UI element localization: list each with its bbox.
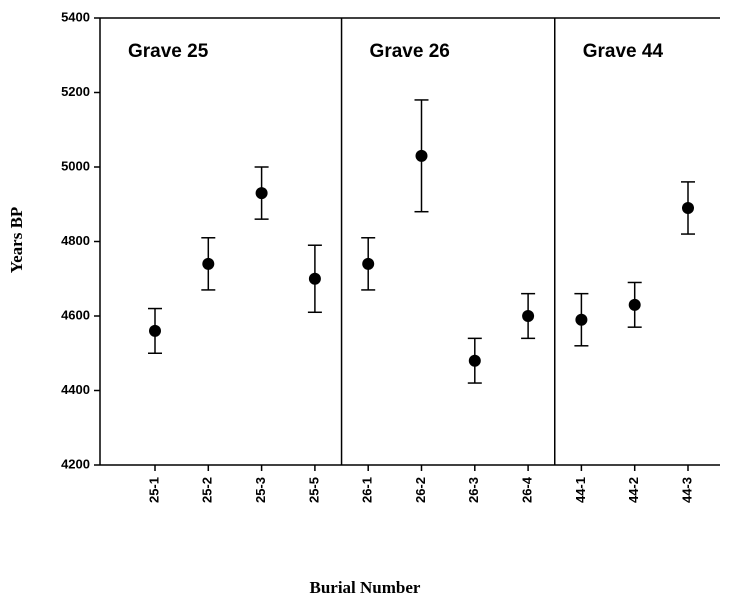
x-tick-label: 26-1 [360,477,375,503]
y-tick-label: 4400 [61,382,90,397]
x-tick-label: 25-3 [253,477,268,503]
point [682,201,694,214]
y-tick-label: 5200 [61,84,90,99]
y-axis-title: Years BP [7,207,26,274]
point [522,310,535,322]
point [415,149,428,162]
group-label: Grave 26 [370,41,450,62]
x-tick-label: 26-2 [413,477,428,503]
y-tick-label: 4600 [61,307,90,322]
point [628,298,641,311]
x-tick-label: 26-3 [466,477,481,503]
y-tick-label: 4200 [61,456,90,471]
point [149,324,161,337]
x-axis-title: Burial Number [310,578,421,597]
group-label: Grave 44 [583,41,664,62]
x-tick-label: 25-1 [146,477,161,503]
x-tick-label: 44-2 [626,477,641,503]
point [468,354,481,367]
point [255,187,268,200]
point [308,272,321,285]
y-tick-label: 4800 [61,233,90,248]
x-tick-label: 26-4 [520,476,535,503]
x-tick-label: 25-5 [306,477,321,503]
group-label: Grave 25 [128,41,209,62]
point [202,257,215,270]
x-tick-label: 25-2 [200,477,215,503]
y-tick-label: 5400 [61,9,90,24]
x-tick-label: 44-1 [573,477,588,503]
point [575,313,588,326]
x-tick-label: 44-3 [679,477,694,503]
point [362,257,375,270]
y-tick-label: 5000 [61,158,90,173]
